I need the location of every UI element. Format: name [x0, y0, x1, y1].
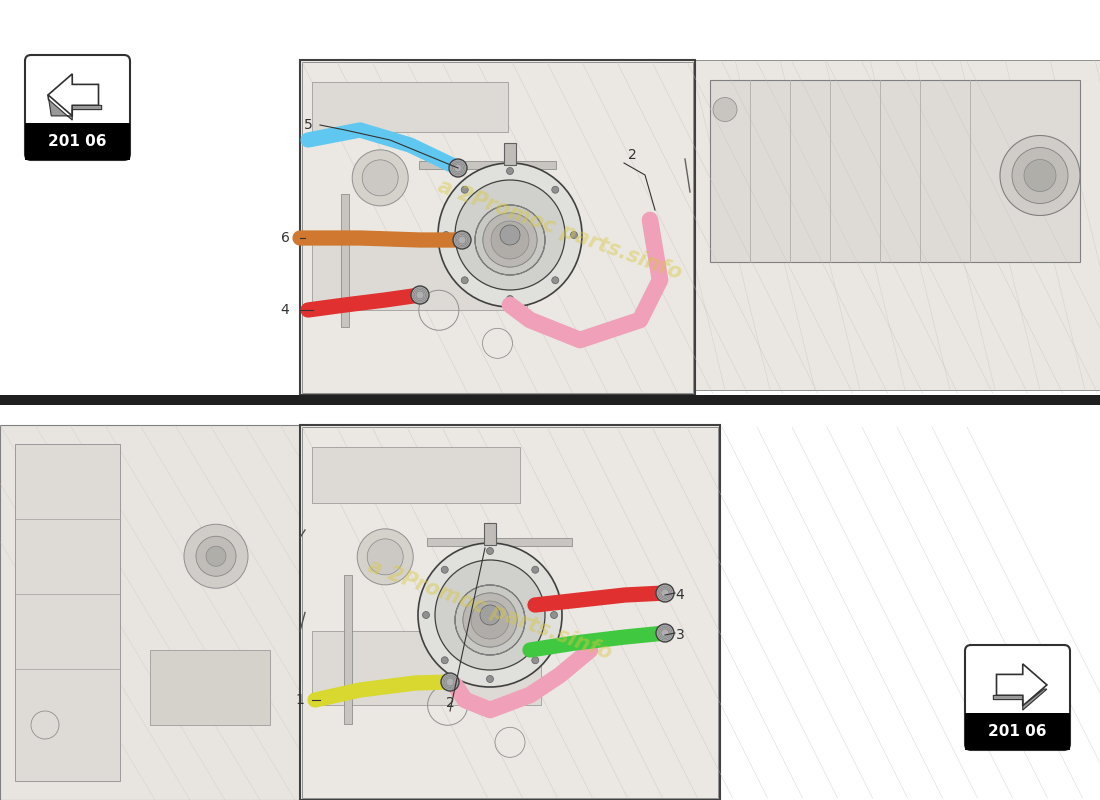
Bar — [15, 444, 120, 782]
Text: 2: 2 — [446, 696, 454, 710]
Bar — [302, 427, 718, 798]
Bar — [427, 538, 572, 546]
Circle shape — [184, 524, 248, 588]
Circle shape — [1000, 135, 1080, 215]
Text: 201 06: 201 06 — [988, 724, 1047, 739]
Bar — [312, 631, 541, 706]
Bar — [0, 0, 1100, 395]
Bar — [25, 123, 130, 160]
Circle shape — [442, 231, 450, 238]
FancyBboxPatch shape — [25, 55, 130, 160]
Text: a 2Promoc parts.sinfo: a 2Promoc parts.sinfo — [365, 557, 615, 663]
Polygon shape — [48, 95, 101, 120]
Bar — [504, 143, 516, 165]
Circle shape — [506, 295, 514, 302]
Circle shape — [455, 180, 565, 290]
Bar — [150, 650, 270, 725]
Circle shape — [483, 213, 537, 267]
Circle shape — [422, 611, 429, 618]
Circle shape — [1012, 147, 1068, 203]
Circle shape — [471, 601, 509, 639]
Circle shape — [552, 186, 559, 194]
Circle shape — [475, 205, 544, 275]
Text: 201 06: 201 06 — [48, 134, 107, 149]
Circle shape — [441, 657, 448, 664]
Circle shape — [1024, 159, 1056, 191]
Circle shape — [411, 286, 429, 304]
Circle shape — [367, 539, 404, 575]
Circle shape — [531, 566, 539, 574]
Bar — [343, 575, 352, 724]
Circle shape — [552, 277, 559, 284]
Circle shape — [352, 150, 408, 206]
Circle shape — [480, 605, 501, 625]
Circle shape — [463, 593, 517, 647]
Polygon shape — [993, 689, 1047, 710]
Circle shape — [438, 163, 582, 307]
Bar — [484, 523, 496, 545]
Bar — [0, 405, 1100, 800]
Bar — [312, 447, 520, 502]
Circle shape — [656, 624, 674, 642]
Bar — [690, 60, 1100, 390]
Bar — [300, 425, 720, 800]
Polygon shape — [997, 664, 1047, 706]
Circle shape — [500, 225, 520, 245]
Circle shape — [449, 159, 468, 177]
Circle shape — [461, 186, 469, 194]
Circle shape — [453, 231, 471, 249]
Bar — [0, 425, 300, 800]
Text: 3: 3 — [675, 628, 684, 642]
Text: 4: 4 — [675, 588, 684, 602]
Bar — [0, 395, 1100, 405]
Bar — [341, 194, 349, 326]
Circle shape — [550, 611, 558, 618]
FancyBboxPatch shape — [965, 645, 1070, 750]
Bar — [710, 80, 1080, 262]
Circle shape — [486, 675, 494, 682]
Circle shape — [358, 529, 414, 585]
Bar — [302, 62, 693, 393]
Circle shape — [713, 98, 737, 122]
Circle shape — [455, 585, 525, 655]
Circle shape — [656, 584, 674, 602]
Circle shape — [418, 543, 562, 687]
Circle shape — [441, 566, 448, 574]
Circle shape — [206, 546, 225, 566]
Circle shape — [362, 160, 398, 196]
Circle shape — [441, 673, 459, 691]
Circle shape — [571, 231, 578, 238]
Text: 6: 6 — [280, 231, 289, 245]
Circle shape — [531, 657, 539, 664]
Bar — [419, 162, 557, 170]
Circle shape — [506, 167, 514, 174]
Text: 2: 2 — [628, 148, 637, 162]
Circle shape — [461, 277, 469, 284]
Text: 5: 5 — [304, 118, 312, 132]
Text: a 2Promoc parts.sinfo: a 2Promoc parts.sinfo — [436, 177, 685, 283]
Text: 1: 1 — [296, 693, 305, 707]
Bar — [965, 714, 1070, 750]
Circle shape — [491, 221, 529, 259]
Bar — [312, 244, 527, 310]
Bar — [300, 60, 695, 395]
Bar — [312, 82, 507, 132]
Circle shape — [434, 560, 544, 670]
Polygon shape — [48, 74, 99, 116]
Text: 4: 4 — [280, 303, 289, 317]
Circle shape — [486, 547, 494, 554]
Circle shape — [196, 536, 236, 576]
